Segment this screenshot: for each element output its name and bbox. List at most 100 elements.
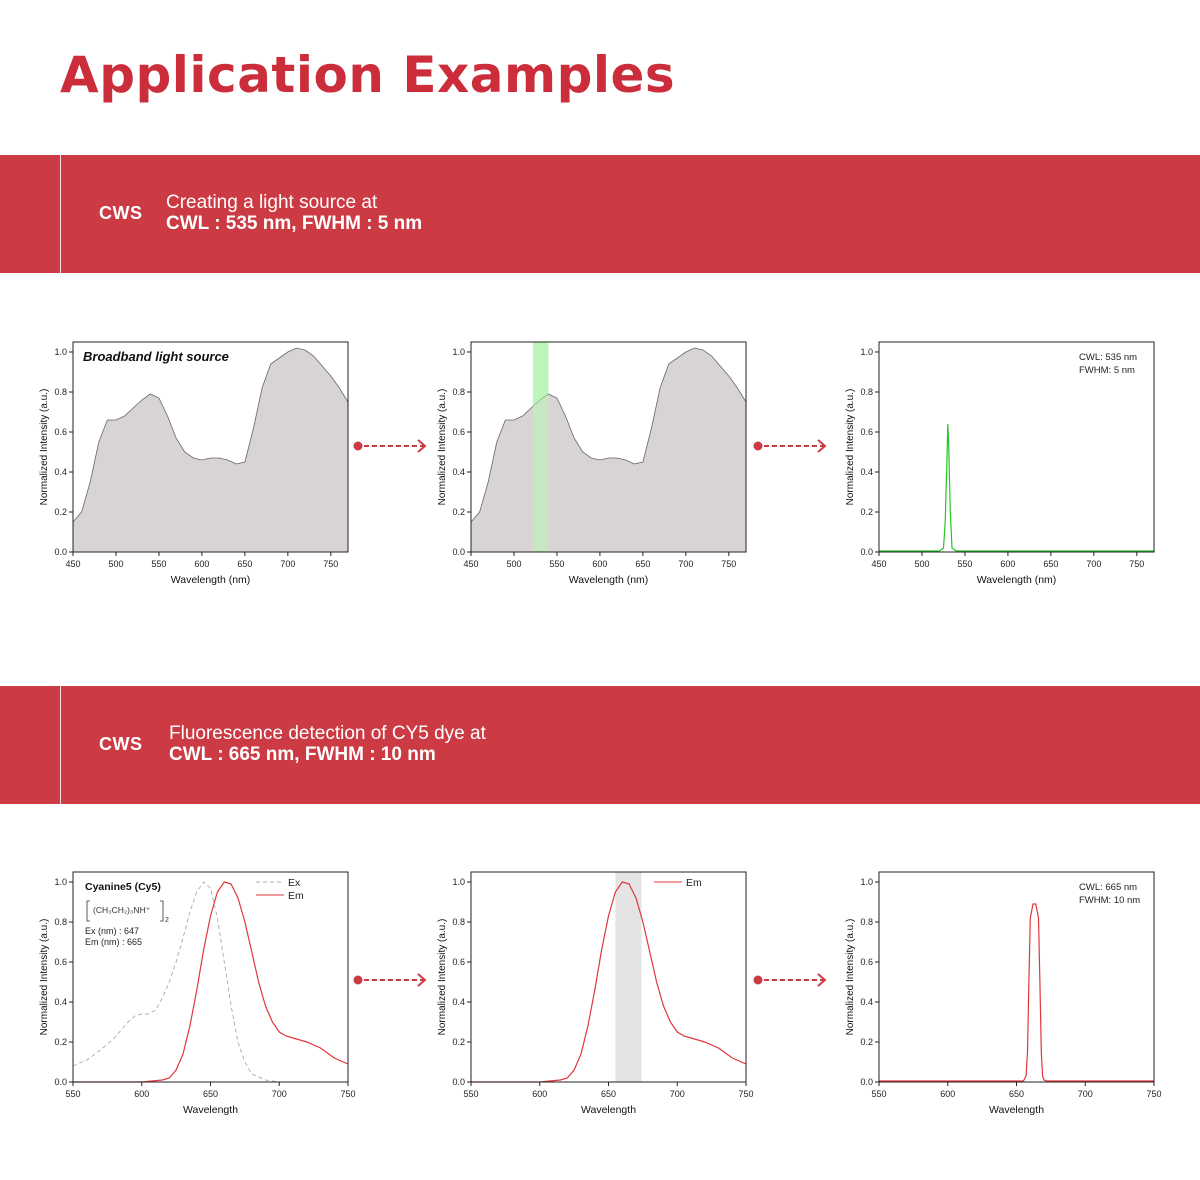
series-line	[879, 903, 1154, 1082]
x-tick-label: 650	[203, 1089, 218, 1099]
y-tick-label: 0.4	[860, 997, 873, 1007]
x-axis-label: Wavelength (nm)	[171, 574, 251, 586]
x-tick-label: 450	[871, 559, 886, 569]
series-line	[879, 423, 1154, 552]
y-tick-label: 0.0	[452, 1077, 465, 1087]
x-tick-label: 750	[738, 1089, 753, 1099]
y-tick-label: 0.2	[54, 1037, 67, 1047]
x-tick-label: 450	[463, 559, 478, 569]
y-tick-label: 1.0	[452, 877, 465, 887]
x-tick-label: 500	[506, 559, 521, 569]
arrow-right-icon	[753, 973, 827, 987]
x-tick-label: 700	[272, 1089, 287, 1099]
x-tick-label: 550	[65, 1089, 80, 1099]
section-tag: CWS	[99, 734, 143, 754]
bracket-right	[160, 900, 164, 922]
highlight-band-overlay	[532, 342, 549, 552]
ex-peak-label: Ex (nm) : 647	[85, 926, 139, 936]
y-tick-label: 0.8	[452, 917, 465, 927]
em-peak-label: Em (nm) : 665	[85, 937, 142, 947]
y-tick-label: 0.8	[452, 387, 465, 397]
y-tick-label: 0.0	[860, 1077, 873, 1087]
x-tick-label: 650	[237, 559, 252, 569]
section-tag: CWS	[99, 203, 143, 223]
y-tick-label: 0.4	[860, 467, 873, 477]
x-tick-label: 750	[721, 559, 736, 569]
y-tick-label: 0.0	[452, 547, 465, 557]
y-tick-label: 1.0	[860, 347, 873, 357]
y-tick-label: 1.0	[54, 347, 67, 357]
section-banner-fluorescence: CWS Fluorescence detection of CY5 dye at…	[0, 686, 1200, 804]
x-tick-label: 550	[549, 559, 564, 569]
section-subheading: CWL : 535 nm, FWHM : 5 nm	[166, 213, 423, 234]
banner-divider	[60, 686, 61, 804]
y-tick-label: 0.8	[860, 917, 873, 927]
y-tick-label: 0.4	[54, 997, 67, 1007]
x-tick-label: 750	[340, 1089, 355, 1099]
x-tick-label: 700	[670, 1089, 685, 1099]
section-subheading: CWL : 665 nm, FWHM : 10 nm	[169, 744, 436, 765]
x-tick-label: 500	[108, 559, 123, 569]
x-axis-label: Wavelength	[989, 1104, 1044, 1116]
plot-frame	[72, 871, 349, 1083]
series-line-ex	[72, 881, 280, 1083]
spectrum-area	[72, 347, 349, 553]
annotation-fwhm: FWHM: 10 nm	[1079, 895, 1140, 906]
arrow-right-icon	[353, 973, 427, 987]
counter-ion-label: (CH₃CH₂)₃NH⁺	[93, 905, 151, 915]
y-axis-label: Normalized Intensity (a.u.)	[845, 919, 856, 1036]
y-tick-label: 0.2	[452, 507, 465, 517]
annotation-cwl: CWL: 535 nm	[1079, 352, 1137, 363]
y-tick-label: 0.2	[860, 1037, 873, 1047]
output-535nm-chart: 450 500 550 600 650 700 750 0.0 0.2 0.4 0.6 0.8 1.0 W…	[845, 341, 1155, 586]
filtered-band-chart: 450 500 550 600 650 700 750 0.0 0.2 0.4 0.6 0.8 1.0 W…	[437, 341, 747, 586]
x-axis-label: Wavelength	[183, 1104, 238, 1116]
y-tick-label: 0.2	[860, 507, 873, 517]
arrow-right-icon	[753, 439, 827, 453]
y-tick-label: 0.2	[452, 1037, 465, 1047]
page-title: Application Examples	[60, 46, 676, 104]
banner-divider	[60, 155, 61, 273]
x-tick-label: 600	[592, 559, 607, 569]
y-tick-label: 1.0	[54, 877, 67, 887]
y-tick-label: 0.0	[54, 1077, 67, 1087]
plot-frame	[878, 341, 1155, 553]
y-tick-label: 0.0	[860, 547, 873, 557]
highlight-band	[615, 872, 642, 1082]
y-axis-label: Normalized Intensity (a.u.)	[437, 389, 448, 506]
x-tick-label: 500	[914, 559, 929, 569]
annotation-fwhm: FWHM: 5 nm	[1079, 365, 1135, 376]
y-tick-label: 1.0	[452, 347, 465, 357]
chart-annotation: Broadband light source	[83, 349, 229, 364]
dye-name-label: Cyanine5 (Cy5)	[85, 881, 161, 893]
cy5-spectrum-chart: 550 600 650 700 750 0.0 0.2 0.4 0.6 0.8 1.0 Wavelen…	[39, 871, 356, 1116]
x-tick-label: 550	[151, 559, 166, 569]
legend-label-em: Em	[686, 877, 702, 889]
y-tick-label: 0.4	[54, 467, 67, 477]
y-tick-label: 0.6	[860, 427, 873, 437]
x-tick-label: 600	[194, 559, 209, 569]
x-tick-label: 550	[463, 1089, 478, 1099]
x-tick-label: 750	[1129, 559, 1144, 569]
broadband-spectrum-chart: 450 500 550 600 650 700 750 0.0 0.2 0.4 0.6 0.8 1.0 W…	[39, 341, 349, 586]
y-axis-label: Normalized Intensity (a.u.)	[39, 389, 50, 506]
x-tick-label: 650	[601, 1089, 616, 1099]
y-axis-label: Normalized Intensity (a.u.)	[39, 919, 50, 1036]
y-tick-label: 0.4	[452, 997, 465, 1007]
y-tick-label: 1.0	[860, 877, 873, 887]
x-tick-label: 700	[1086, 559, 1101, 569]
x-tick-label: 450	[65, 559, 80, 569]
bracket-left	[86, 900, 90, 922]
x-tick-label: 650	[1043, 559, 1058, 569]
y-tick-label: 0.8	[860, 387, 873, 397]
plot-frame	[470, 341, 747, 553]
x-tick-label: 600	[532, 1089, 547, 1099]
x-tick-label: 550	[871, 1089, 886, 1099]
x-axis-label: Wavelength (nm)	[977, 574, 1057, 586]
y-tick-label: 0.6	[54, 427, 67, 437]
x-axis-label: Wavelength	[581, 1104, 636, 1116]
y-tick-label: 0.6	[54, 957, 67, 967]
annotation-cwl: CWL: 665 nm	[1079, 882, 1137, 893]
x-tick-label: 750	[323, 559, 338, 569]
section-banner-light-source: CWS Creating a light source at CWL : 535…	[0, 155, 1200, 273]
